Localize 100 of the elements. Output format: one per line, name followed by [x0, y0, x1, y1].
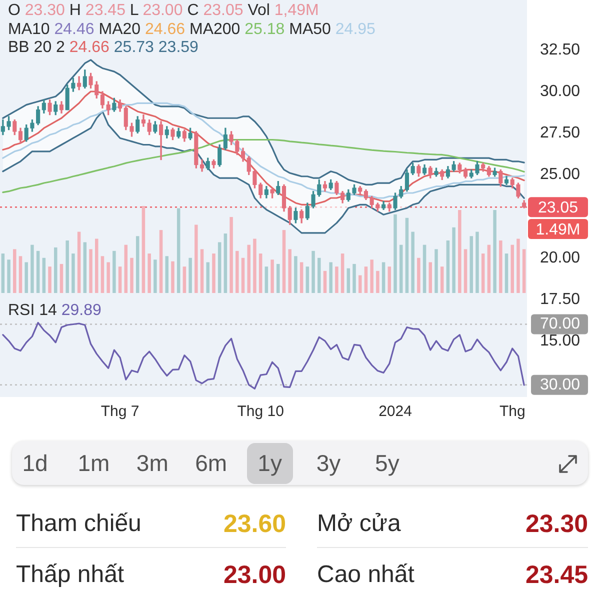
bar	[112, 250, 116, 293]
category-label: Tham chiếu	[16, 510, 142, 538]
bar	[346, 268, 350, 293]
text: 23.00	[223, 561, 286, 589]
bar	[476, 232, 479, 293]
y-tick-label: 15.00	[540, 332, 580, 350]
ref-line-label: 23.05	[538, 200, 578, 217]
bar	[247, 244, 250, 293]
bar	[382, 262, 386, 293]
bar	[323, 270, 327, 293]
bar	[294, 256, 298, 293]
bar	[54, 247, 58, 293]
bar	[264, 266, 268, 293]
bar	[340, 254, 344, 293]
bar	[422, 244, 426, 293]
bar	[487, 244, 491, 293]
bar	[428, 262, 432, 293]
bar	[154, 260, 157, 293]
x-tick-label: Thg 7	[100, 403, 140, 420]
bar	[1, 254, 5, 293]
bar	[165, 256, 169, 293]
bar	[130, 258, 134, 293]
category-label: Cao nhất	[317, 561, 414, 589]
bar	[388, 266, 392, 293]
bar	[60, 264, 64, 293]
y-tick-label: 70.00	[540, 316, 580, 333]
bar	[72, 254, 75, 293]
bar	[94, 238, 98, 293]
bar	[258, 254, 262, 293]
text: 1d	[22, 450, 48, 476]
bar	[30, 244, 34, 293]
bar	[417, 258, 420, 293]
bar	[171, 261, 174, 293]
bar	[522, 249, 526, 293]
text: 3y	[316, 450, 341, 476]
bar	[182, 266, 186, 293]
annotation: RSI 14 29.89	[8, 302, 102, 319]
bar	[42, 258, 46, 293]
text: O 23.30 H 23.45 L 23.00 C 23.05 Vol 1,49M	[8, 2, 319, 19]
bar	[516, 238, 520, 293]
bar	[13, 249, 16, 293]
bar	[24, 262, 28, 293]
bar	[452, 227, 456, 293]
bar	[188, 258, 192, 293]
bar	[36, 250, 40, 293]
bar	[399, 244, 403, 293]
bar	[300, 262, 304, 293]
bar	[329, 262, 332, 293]
bar	[446, 240, 450, 293]
bar	[434, 249, 438, 293]
bar	[504, 254, 508, 293]
bar	[499, 240, 502, 293]
bar	[493, 210, 496, 293]
bar	[83, 242, 87, 293]
annotation: MA10 24.46 MA20 24.66 MA200 25.18 MA50 24.95	[8, 20, 376, 38]
bar	[206, 262, 210, 293]
bar	[148, 254, 151, 293]
category-label: Mở cửa	[317, 510, 401, 538]
y-tick-label: 30.00	[540, 376, 580, 394]
text: 23.45	[525, 561, 588, 589]
bar	[464, 249, 468, 293]
bar	[458, 210, 462, 293]
bar	[236, 250, 239, 293]
bar	[405, 218, 409, 293]
bar	[312, 250, 315, 293]
bar	[194, 224, 198, 293]
bar	[230, 216, 233, 293]
bar	[253, 238, 256, 293]
bar	[288, 249, 292, 293]
text: 23.30	[525, 510, 588, 538]
bar	[218, 242, 222, 293]
bar	[224, 234, 228, 293]
bar	[77, 232, 81, 293]
text: 1m	[78, 450, 110, 476]
bar	[106, 262, 110, 293]
bar	[440, 266, 444, 293]
bar	[364, 266, 368, 293]
bar	[411, 232, 414, 293]
x-tick-label: Thg	[499, 403, 526, 420]
bar	[200, 249, 204, 293]
y-tick-label: 30.00	[540, 82, 580, 100]
bar	[18, 256, 22, 293]
x-tick-label: 2024	[378, 403, 412, 420]
bar	[376, 270, 380, 293]
bar	[358, 275, 362, 293]
bar	[118, 266, 122, 293]
bar	[270, 260, 274, 293]
bar	[510, 244, 514, 293]
bar	[7, 260, 10, 293]
y-tick-label: 32.50	[540, 41, 580, 58]
text: 6m	[195, 450, 228, 476]
bar	[48, 266, 52, 293]
category-label: Thấp nhất	[16, 561, 124, 589]
bar	[470, 236, 473, 293]
annotation: BB 20 2 24.66 25.73 23.59	[8, 39, 198, 56]
bar	[306, 266, 310, 293]
text: 1.49M	[536, 221, 580, 238]
bar	[352, 264, 356, 293]
bar	[394, 214, 397, 293]
y-tick-label: 20.00	[540, 249, 580, 266]
